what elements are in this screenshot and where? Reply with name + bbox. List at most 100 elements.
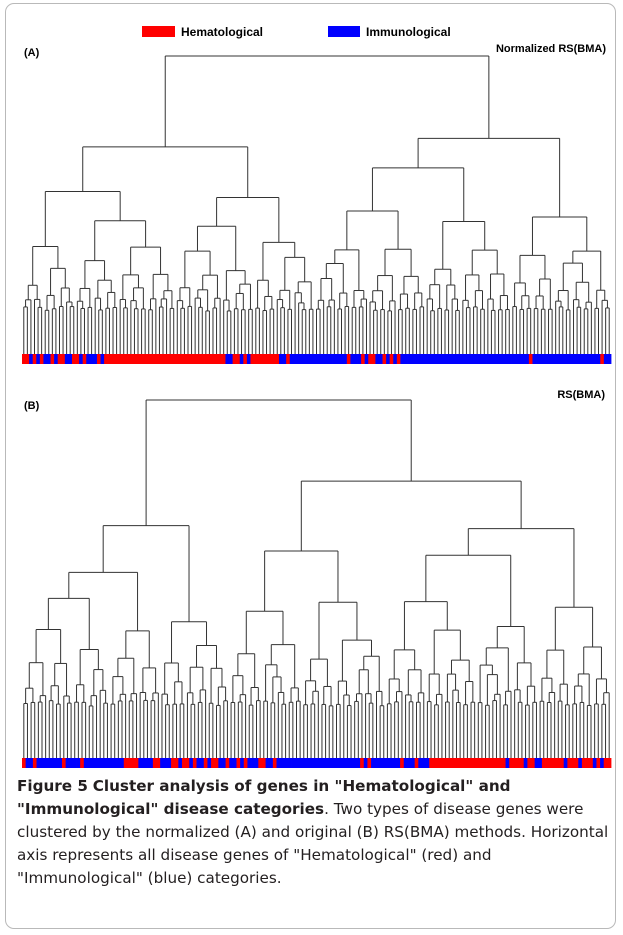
leaf-category-cell	[357, 354, 362, 364]
leaf-category-cell	[367, 758, 372, 768]
leaf-category-cell	[129, 354, 134, 364]
leaf-category-cell	[520, 758, 525, 768]
panel-a-title: Normalized RS(BMA)	[496, 43, 606, 55]
leaf-category-cell	[487, 758, 492, 768]
leaf-category-cell	[518, 354, 523, 364]
leaf-category-cell	[429, 758, 434, 768]
leaf-category-cell	[157, 354, 162, 364]
leaf-category-cell	[596, 758, 601, 768]
leaf-category-cell	[353, 354, 358, 364]
leaf-category-cell	[32, 354, 37, 364]
leaf-category-cell	[25, 354, 30, 364]
leaf-category-cell	[301, 758, 306, 768]
leaf-category-cell	[607, 354, 612, 364]
leaf-category-cell	[509, 758, 514, 768]
leaf-category-cell	[411, 354, 416, 364]
leaf-category-cell	[311, 354, 316, 364]
leaf-category-cell	[525, 354, 530, 364]
leaf-category-cell	[214, 354, 219, 364]
leaf-category-cell	[304, 354, 308, 364]
legend-swatch-hematological	[142, 26, 175, 37]
leaf-category-cell	[171, 354, 176, 364]
leaf-category-cell	[152, 758, 157, 768]
dendrogram-a	[23, 55, 610, 354]
leaf-category-cell	[553, 354, 558, 364]
leaf-category-cell	[211, 758, 216, 768]
leaf-category-cell	[493, 354, 498, 364]
leaf-category-cell	[282, 354, 287, 364]
leaf-category-cell	[386, 354, 391, 364]
leaf-category-cell	[312, 758, 317, 768]
leaf-category-cell	[254, 354, 258, 364]
leaf-category-cell	[58, 758, 63, 768]
leaf-category-cell	[131, 758, 136, 768]
leaf-category-cell	[318, 354, 323, 364]
panel-a-tag: (A)	[24, 47, 40, 59]
leaf-category-cell	[498, 758, 503, 768]
leaf-category-cell	[443, 758, 448, 768]
leaf-category-cell	[51, 758, 56, 768]
leaf-category-cell	[589, 354, 594, 364]
leaf-category-cell	[243, 354, 248, 364]
leaf-category-cell	[200, 354, 205, 364]
leaf-category-cell	[378, 354, 383, 364]
leaf-category-cell	[181, 758, 187, 768]
leaf-category-cell	[403, 354, 408, 364]
leaf-category-cell	[600, 758, 605, 768]
leaf-category-cell	[389, 758, 394, 768]
leaf-category-cell	[254, 758, 259, 768]
leaf-category-cell	[400, 758, 405, 768]
leaf-category-cell	[114, 354, 119, 364]
leaf-category-cell	[182, 354, 187, 364]
leaf-category-cell	[307, 354, 312, 364]
leaf-category-cell	[414, 758, 419, 768]
leaf-category-cell	[458, 758, 463, 768]
leaf-category-cell	[246, 354, 251, 364]
leaf-category-cell	[105, 758, 110, 768]
leaf-category-cell	[500, 354, 505, 364]
leaf-category-cell	[61, 354, 66, 364]
leaf-category-cell	[69, 758, 74, 768]
leaf-category-cell	[168, 354, 173, 364]
caption-title: Cluster analysis of genes in "Hematologi…	[17, 777, 511, 818]
leaf-category-cell	[271, 354, 276, 364]
leaf-category-cell	[436, 354, 441, 364]
leaf-category-cell	[563, 758, 568, 768]
leaf-category-cell	[265, 758, 270, 768]
leaf-category-cell	[571, 354, 576, 364]
leaf-category-cell	[145, 758, 150, 768]
leaf-category-cell	[36, 758, 41, 768]
leaf-category-cell	[316, 758, 321, 768]
leaf-category-cell	[507, 354, 512, 364]
leaf-category-cell	[101, 758, 107, 768]
leaf-category-cell	[98, 758, 103, 768]
leaf-category-cell	[568, 354, 573, 364]
legend-label-hematological: Hematological	[181, 25, 263, 39]
leaf-category-cell	[457, 354, 462, 364]
leaf-category-cell	[421, 758, 426, 768]
leaf-category-cell	[100, 354, 105, 364]
leaf-category-cell	[32, 758, 37, 768]
leaf-category-cell	[211, 354, 216, 364]
leaf-category-cell	[592, 758, 597, 768]
leaf-category-cell	[111, 354, 116, 364]
leaf-category-cell	[218, 758, 223, 768]
leaf-category-cell	[432, 758, 437, 768]
leaf-category-cell	[120, 758, 125, 768]
leaf-category-cell	[382, 354, 387, 364]
leaf-category-cell	[112, 758, 117, 768]
leaf-category-cell	[338, 758, 343, 768]
leaf-category-cell	[29, 354, 34, 364]
leaf-category-cell	[469, 758, 474, 768]
leaf-category-cell	[411, 758, 416, 768]
leaf-category-cell	[203, 758, 208, 768]
leaf-category-cell	[305, 758, 310, 768]
leaf-category-cell	[141, 758, 147, 768]
leaf-category-cell	[46, 354, 51, 364]
leaf-category-cell	[43, 758, 48, 768]
leaf-category-cell	[603, 758, 608, 768]
leaf-category-cell	[541, 758, 546, 768]
leaf-category-cell	[325, 354, 330, 364]
leaf-category-cell	[286, 354, 291, 364]
leaf-category-cell	[472, 758, 477, 768]
